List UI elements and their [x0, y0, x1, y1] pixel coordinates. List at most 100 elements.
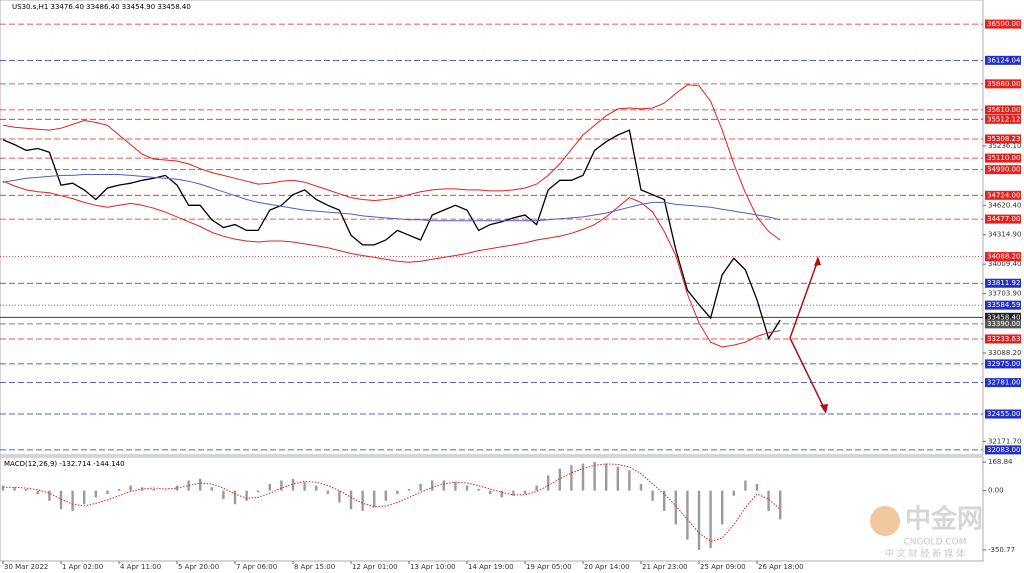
histogram-bar — [431, 480, 434, 491]
level-box — [985, 378, 1021, 388]
histogram-bar — [454, 482, 457, 491]
histogram-bar — [721, 490, 724, 525]
histogram-bar — [628, 470, 631, 491]
y-tick-label: 34009.40 — [988, 260, 1021, 268]
histogram-bar — [674, 490, 677, 525]
watermark-logo: 中金网 — [905, 504, 983, 535]
level-box — [985, 165, 1021, 175]
level-box — [985, 79, 1021, 89]
histogram-bar — [442, 480, 445, 491]
histogram-bar — [651, 490, 654, 501]
histogram-bar — [71, 490, 74, 511]
level-box — [985, 359, 1021, 369]
histogram-bar — [338, 490, 341, 503]
level-box — [985, 55, 1021, 65]
y-tick-label: 32171.70 — [988, 437, 1021, 445]
histogram-bar — [396, 490, 399, 495]
level-label: 34724.00 — [987, 191, 1020, 199]
histogram-bar — [222, 490, 225, 500]
histogram-bar — [465, 485, 469, 491]
macd-frame — [0, 456, 984, 562]
level-box — [985, 190, 1021, 200]
y-tick-label: 168.84 — [988, 458, 1013, 466]
level-label: 33584.59 — [987, 301, 1020, 309]
signal-line — [3, 463, 781, 542]
histogram-bar — [581, 463, 585, 491]
x-tick-label: 8 Apr 15:00 — [294, 563, 335, 571]
histogram-bar — [639, 483, 643, 491]
histogram-bar — [1, 485, 5, 491]
level-box — [985, 252, 1021, 262]
histogram-bar — [199, 478, 202, 491]
x-tick-label: 13 Apr 10:00 — [410, 563, 456, 571]
histogram-bar — [744, 480, 747, 491]
x-tick-label: 14 Apr 19:00 — [468, 563, 514, 571]
level-label: 35880.00 — [987, 80, 1020, 88]
y-tick-label: 34314.90 — [988, 231, 1021, 239]
level-box — [985, 319, 1021, 329]
histogram-bar — [257, 490, 260, 493]
level-label: 35512.12 — [987, 115, 1020, 123]
level-box — [985, 134, 1021, 144]
y-tick-label: 33088.20 — [988, 349, 1021, 357]
level-label: 32781.00 — [987, 379, 1020, 387]
level-label: 33233.63 — [987, 335, 1020, 343]
histogram-bar — [291, 478, 295, 491]
histogram-bar — [280, 480, 283, 491]
histogram-bar — [605, 463, 608, 491]
histogram-bar — [349, 490, 353, 510]
histogram-bar — [83, 490, 86, 505]
histogram-bar — [373, 490, 376, 508]
level-label: 35110.00 — [987, 154, 1020, 162]
level-box — [985, 300, 1021, 310]
histogram-bar — [326, 490, 329, 495]
histogram-bar — [59, 490, 63, 510]
histogram-bar — [36, 490, 39, 495]
y-tick-label: -350.77 — [988, 546, 1015, 554]
x-tick-label: 7 Apr 06:00 — [236, 563, 277, 571]
x-tick-label: 26 Apr 18:00 — [758, 563, 804, 571]
level-label: 36500.00 — [987, 20, 1020, 28]
histogram-bar — [129, 485, 132, 491]
histogram-bar — [779, 490, 782, 520]
watermark-logo-icon — [870, 506, 900, 536]
histogram-bar — [384, 490, 387, 501]
histogram-bar — [547, 475, 550, 491]
level-box — [985, 114, 1021, 124]
x-tick-label: 21 Apr 23:00 — [642, 563, 688, 571]
x-tick-label: 1 Apr 02:00 — [62, 563, 103, 571]
level-box — [985, 19, 1021, 29]
level-box — [985, 105, 1021, 115]
level-box — [985, 312, 1021, 322]
histogram-bar — [94, 490, 97, 498]
watermark-site: CNGOLD.COM — [903, 538, 966, 548]
level-label: 34088.20 — [987, 253, 1020, 261]
level-label: 32455.00 — [987, 410, 1020, 418]
histogram-bar — [13, 487, 16, 491]
level-label: 34477.00 — [987, 215, 1020, 223]
histogram-bar — [48, 490, 51, 501]
histogram-bar — [523, 490, 527, 495]
histogram-bar — [152, 488, 155, 491]
histogram-bar — [361, 490, 364, 511]
histogram-bar — [616, 466, 619, 491]
histogram-bar — [709, 490, 712, 549]
x-tick-label: 20 Apr 14:00 — [584, 563, 630, 571]
histogram-bar — [535, 485, 538, 491]
x-tick-label: 19 Apr 05:00 — [526, 563, 572, 571]
projection-arrows — [789, 256, 828, 414]
histogram-bar — [268, 483, 271, 491]
level-label: 33811.92 — [987, 279, 1020, 287]
x-tick-label: 12 Apr 01:00 — [352, 563, 398, 571]
level-box — [985, 334, 1021, 344]
level-box — [985, 445, 1021, 455]
histogram-bar — [570, 465, 573, 491]
histogram-bar — [175, 485, 179, 491]
histogram-bar — [245, 490, 248, 501]
level-box — [985, 153, 1021, 163]
histogram-bar — [558, 468, 561, 491]
level-label: 34990.00 — [987, 166, 1020, 174]
histogram-bar — [187, 480, 190, 491]
watermark-slogan: 中 文 财 经 新 媒 体 — [885, 548, 965, 560]
